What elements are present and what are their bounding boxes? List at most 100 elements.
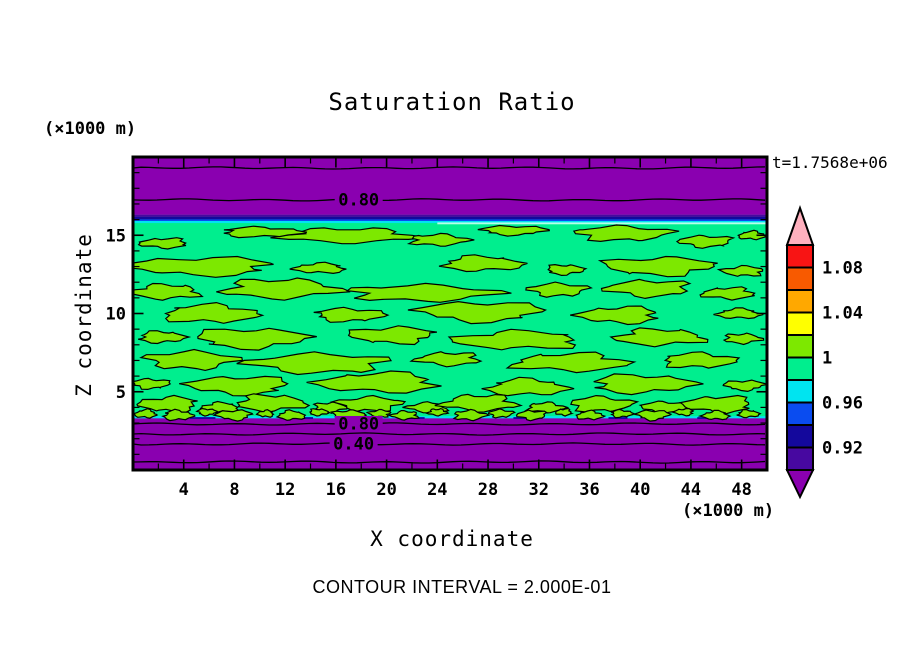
supersaturation-patch	[345, 282, 512, 303]
contour-label: 0.80	[338, 414, 379, 434]
x-tick-label: 44	[681, 480, 701, 500]
colorbar-segment	[786, 356, 814, 381]
colorbar-arrow-bottom	[785, 469, 815, 500]
colorbar-label: 0.92	[822, 439, 863, 459]
contour-line	[133, 166, 766, 170]
supersaturation-patch	[161, 408, 196, 422]
supersaturation-patch	[481, 376, 575, 397]
bottom-cyan-stripe	[133, 416, 767, 419]
contour-label-bg	[334, 415, 383, 432]
supersaturation-patch	[406, 232, 475, 247]
x-tick-label: 16	[326, 480, 346, 500]
colorbar-label: 1	[822, 349, 832, 369]
supersaturation-patch	[223, 225, 308, 239]
contour-line	[133, 422, 766, 426]
contour-line	[133, 432, 766, 436]
supersaturation-patch	[447, 328, 577, 351]
x-tick-label: 32	[529, 480, 549, 500]
supersaturation-patch	[547, 263, 588, 277]
colorbar-segment	[786, 446, 814, 471]
supersaturation-patch	[195, 407, 219, 417]
supersaturation-patch	[133, 282, 204, 301]
supersaturation-patch	[275, 409, 307, 421]
supersaturation-patch	[387, 410, 420, 421]
top-cyan-stripe	[133, 221, 767, 224]
top-indigo-stripe	[133, 214, 767, 217]
bottom-navy-dash	[513, 417, 533, 419]
contour-line	[133, 460, 766, 464]
x-tick-label: 4	[179, 480, 189, 500]
top-dry-band	[133, 157, 767, 215]
colorbar-segment	[786, 424, 814, 449]
colorbar-label: 0.96	[822, 394, 863, 414]
supersaturation-patch	[575, 409, 607, 421]
supersaturation-patch	[139, 348, 244, 372]
top-blue-stripe	[133, 219, 767, 222]
supersaturation-patch	[179, 375, 289, 397]
supersaturation-patch	[236, 351, 393, 376]
supersaturation-patch	[631, 409, 673, 422]
supersaturation-patch	[524, 401, 570, 414]
supersaturation-patch	[736, 408, 762, 419]
x-tick-label: 28	[478, 480, 498, 500]
supersaturation-patch	[525, 281, 593, 298]
field-group: 0.800.800.40	[133, 157, 767, 470]
colorbar: 1.08 1.04 1 0.96 0.92	[785, 204, 863, 500]
colorbar-segment	[786, 311, 814, 336]
supersaturation-patch	[572, 224, 680, 243]
z-tick-label: 10	[106, 305, 126, 325]
supersaturation-patch	[697, 409, 732, 421]
supersaturation-patch	[477, 224, 551, 237]
supersaturation-patch	[487, 408, 516, 419]
bottom-navy-dash	[297, 417, 314, 419]
supersaturation-patch	[570, 394, 640, 413]
contour-label: 0.80	[338, 190, 379, 210]
x-tick-label: 20	[376, 480, 396, 500]
supersaturation-patch	[133, 377, 172, 391]
supersaturation-patch	[570, 305, 659, 326]
supersaturation-patch	[737, 229, 767, 241]
supersaturation-patch	[713, 307, 764, 320]
top-pale-stripe	[437, 222, 767, 225]
supersaturation-patch	[675, 234, 736, 249]
colorbar-segment	[786, 289, 814, 314]
supersaturation-patch	[452, 408, 491, 422]
x-tick-label: 8	[229, 480, 239, 500]
x-axis-unit-label: (×1000 m)	[682, 501, 775, 521]
supersaturation-patch	[593, 373, 704, 396]
supersaturation-patch	[236, 393, 311, 414]
supersaturation-patch	[678, 394, 750, 415]
supersaturation-patch	[424, 407, 450, 417]
supersaturation-patch	[255, 409, 275, 418]
supersaturation-patch	[137, 237, 187, 250]
z-tick-label: 15	[106, 226, 126, 246]
supersaturation-patch	[515, 409, 548, 422]
supersaturation-patch	[716, 264, 764, 277]
plot-title: Saturation Ratio	[328, 88, 576, 116]
time-label: t=1.7568e+06	[772, 153, 888, 172]
supersaturation-patch	[313, 306, 390, 323]
supersaturation-patch	[306, 370, 442, 394]
supersaturation-patch	[597, 255, 718, 278]
supersaturation-patch	[722, 332, 765, 346]
supersaturation-patch	[197, 327, 317, 351]
z-axis-unit-label: (×1000 m)	[44, 119, 137, 139]
contour-label-bg	[334, 191, 383, 208]
x-tick-label: 24	[427, 480, 447, 500]
ticks-group	[134, 158, 766, 469]
x-tick-label: 48	[731, 480, 751, 500]
supersaturation-patch	[164, 301, 265, 324]
supersaturation-patch	[670, 407, 695, 417]
supersaturation-patch	[365, 408, 392, 418]
supersaturation-patch	[289, 261, 347, 275]
colorbar-segment	[786, 334, 814, 359]
supersaturation-patch	[347, 325, 437, 346]
supersaturation-patch	[610, 408, 636, 419]
supersaturation-patch	[216, 277, 351, 301]
colorbar-segment	[786, 266, 814, 291]
x-axis-title: X coordinate	[370, 527, 534, 551]
top-navy-stripe	[133, 216, 767, 220]
colorbar-label: 1.04	[822, 304, 863, 324]
contour-label: 0.40	[333, 435, 374, 455]
